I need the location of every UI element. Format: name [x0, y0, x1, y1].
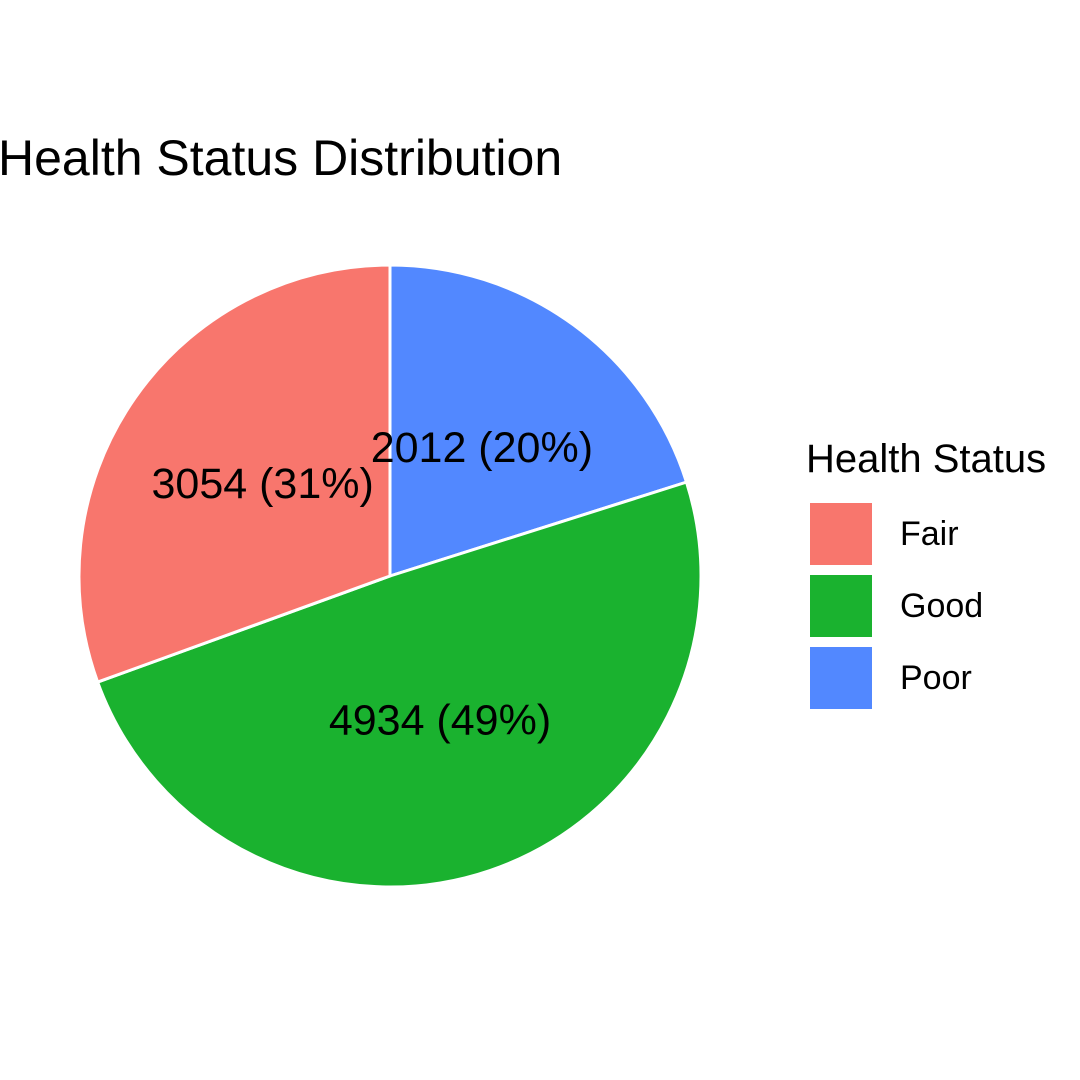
pie-slice-fair: [77, 263, 392, 685]
legend-swatch-fair: [810, 503, 872, 565]
legend-swatch-good: [810, 575, 872, 637]
slice-label-good: 4934 (49%): [329, 697, 551, 745]
pie-slices: [77, 263, 703, 889]
slice-label-poor: 2012 (20%): [371, 424, 593, 472]
legend-label-good: Good: [900, 586, 984, 625]
slice-label-fair: 3054 (31%): [152, 460, 374, 508]
legend-label-fair: Fair: [900, 514, 959, 553]
pie-labels: 2012 (20%) 4934 (49%) 3054 (31%): [152, 424, 594, 745]
legend-label-poor: Poor: [900, 658, 972, 697]
legend-item-good: Good: [806, 570, 1046, 642]
legend-items: Fair Good Poor: [806, 498, 1046, 714]
legend-swatch-poor: [810, 647, 872, 709]
legend-item-fair: Fair: [806, 498, 1046, 570]
chart-title: Health Status Distribution: [0, 130, 563, 186]
legend-item-poor: Poor: [806, 642, 1046, 714]
pie-slice-poor: [388, 263, 689, 579]
legend-title: Health Status: [806, 437, 1047, 481]
legend: Health Status Fair Good Poor: [806, 432, 1046, 714]
pie-slice-good: [95, 480, 703, 889]
